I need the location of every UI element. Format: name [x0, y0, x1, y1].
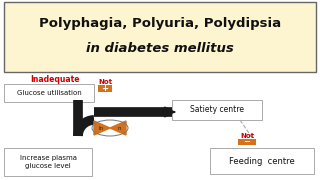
Text: Increase plasma
glucose level: Increase plasma glucose level: [20, 155, 76, 169]
Text: in diabetes mellitus: in diabetes mellitus: [86, 42, 234, 55]
Text: Satiety centre: Satiety centre: [190, 105, 244, 114]
Text: Feeding  centre: Feeding centre: [229, 156, 295, 165]
Text: Inadequate: Inadequate: [30, 75, 79, 84]
Text: In: In: [99, 125, 104, 130]
Text: n: n: [117, 125, 121, 130]
Text: Glucose utilisation: Glucose utilisation: [17, 90, 81, 96]
Text: Polyphagia, Polyuria, Polydipsia: Polyphagia, Polyuria, Polydipsia: [39, 17, 281, 30]
Text: Not: Not: [98, 79, 112, 85]
Text: +: +: [101, 84, 108, 93]
Polygon shape: [94, 121, 110, 135]
FancyBboxPatch shape: [238, 139, 256, 145]
Ellipse shape: [92, 120, 128, 136]
FancyBboxPatch shape: [210, 148, 314, 174]
Text: −: −: [244, 138, 251, 147]
FancyBboxPatch shape: [4, 148, 92, 176]
FancyBboxPatch shape: [98, 85, 112, 92]
Text: Not: Not: [240, 133, 254, 139]
FancyBboxPatch shape: [4, 2, 316, 72]
FancyBboxPatch shape: [4, 84, 94, 102]
FancyBboxPatch shape: [172, 100, 262, 120]
Polygon shape: [110, 121, 126, 135]
